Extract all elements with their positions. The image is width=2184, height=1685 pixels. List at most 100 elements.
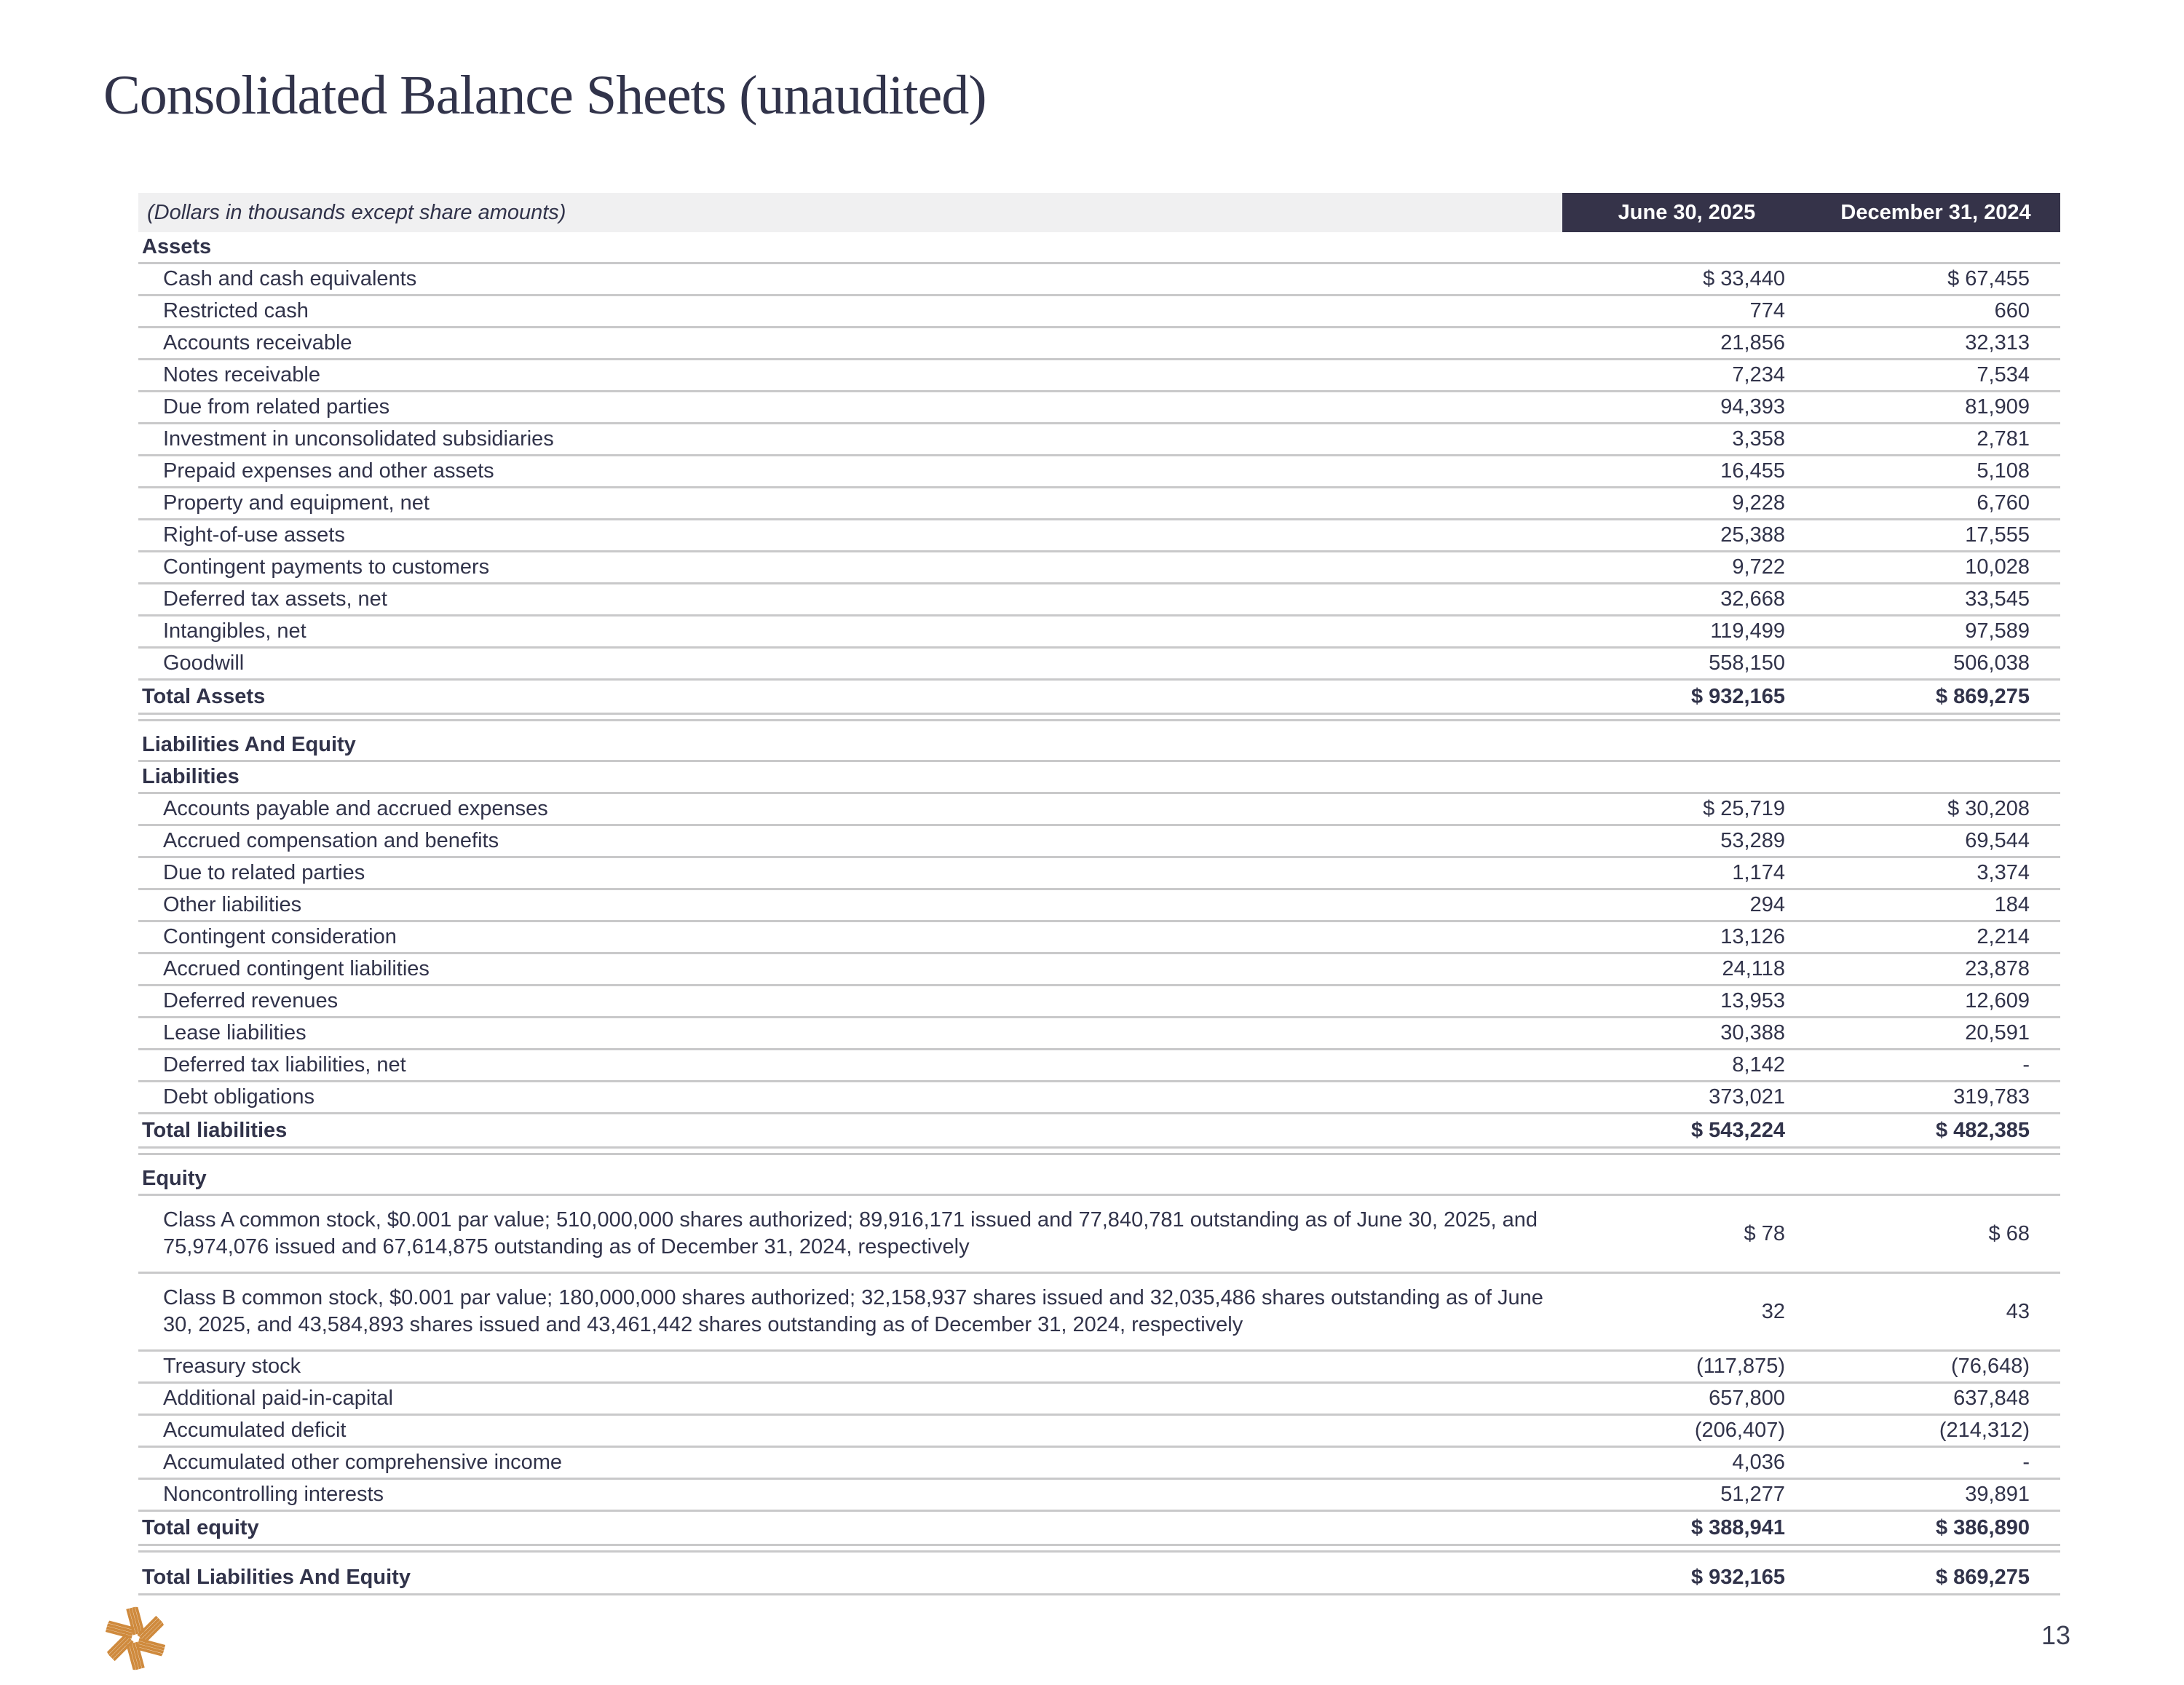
value-june-30-2025: $ 543,224 bbox=[1690, 1118, 1785, 1142]
table-row: Debt obligations 373,021 319,783 bbox=[138, 1082, 2060, 1114]
value-june-30-2025: 774 bbox=[1749, 299, 1785, 322]
table-row: Notes receivable 7,234 7,534 bbox=[138, 360, 2060, 392]
table-row: Lease liabilities 30,388 20,591 bbox=[138, 1018, 2060, 1050]
value-june-30-2025: 21,856 bbox=[1720, 331, 1785, 354]
value-december-31-2024: 33,545 bbox=[1965, 587, 2030, 611]
row-label: Goodwill bbox=[163, 651, 245, 675]
row-label: Debt obligations bbox=[163, 1085, 314, 1109]
value-december-31-2024: 10,028 bbox=[1965, 555, 2030, 579]
value-december-31-2024: $ 869,275 bbox=[1935, 1565, 2030, 1589]
value-june-30-2025: 1,174 bbox=[1732, 861, 1785, 884]
page-title: Consolidated Balance Sheets (unaudited) bbox=[103, 65, 987, 126]
row-label: Accrued contingent liabilities bbox=[163, 957, 430, 980]
value-december-31-2024: 69,544 bbox=[1965, 829, 2030, 852]
value-december-31-2024: $ 386,890 bbox=[1935, 1515, 2030, 1539]
value-june-30-2025: 9,228 bbox=[1732, 491, 1785, 515]
balance-sheet-table: (Dollars in thousands except share amoun… bbox=[138, 193, 2060, 1595]
value-december-31-2024: 23,878 bbox=[1965, 957, 2030, 980]
column-header-band: June 30, 2025 December 31, 2024 bbox=[1562, 193, 2060, 232]
value-june-30-2025: 558,150 bbox=[1709, 651, 1785, 675]
table-row: Deferred tax liabilities, net 8,142 - bbox=[138, 1050, 2060, 1082]
row-label: Contingent consideration bbox=[163, 925, 397, 948]
table-row: Deferred tax assets, net 32,668 33,545 bbox=[138, 584, 2060, 616]
table-row: Total equity $ 388,941 $ 386,890 bbox=[138, 1512, 2060, 1546]
row-label: Accounts payable and accrued expenses bbox=[163, 797, 548, 820]
table-row: Restricted cash 774 660 bbox=[138, 296, 2060, 328]
value-december-31-2024: (214,312) bbox=[1939, 1419, 2030, 1442]
table-row: Total Assets $ 932,165 $ 869,275 bbox=[138, 681, 2060, 715]
table-row: Equity bbox=[138, 1164, 2060, 1196]
table-row: Intangibles, net 119,499 97,589 bbox=[138, 616, 2060, 649]
table-row: Total Liabilities And Equity $ 932,165 $ 8… bbox=[138, 1561, 2060, 1595]
value-june-30-2025: 24,118 bbox=[1722, 957, 1785, 980]
value-june-30-2025: 294 bbox=[1749, 893, 1785, 916]
table-row: Accounts receivable 21,856 32,313 bbox=[138, 328, 2060, 360]
value-june-30-2025: 3,358 bbox=[1732, 427, 1785, 451]
row-label: Total Liabilities And Equity bbox=[142, 1565, 411, 1589]
value-december-31-2024: 506,038 bbox=[1953, 651, 2030, 675]
value-december-31-2024: 12,609 bbox=[1965, 989, 2030, 1012]
value-june-30-2025: 9,722 bbox=[1732, 555, 1785, 579]
row-label: Liabilities And Equity bbox=[142, 733, 356, 756]
value-june-30-2025: 94,393 bbox=[1720, 395, 1785, 419]
row-label: Accumulated deficit bbox=[163, 1419, 347, 1442]
row-label: Accumulated other comprehensive income bbox=[163, 1451, 563, 1474]
table-row: Investment in unconsolidated subsidiarie… bbox=[138, 424, 2060, 456]
value-june-30-2025: 8,142 bbox=[1732, 1053, 1785, 1077]
row-label: Other liabilities bbox=[163, 893, 302, 916]
table-header: (Dollars in thousands except share amoun… bbox=[138, 193, 2060, 232]
value-june-30-2025: 7,234 bbox=[1732, 363, 1785, 386]
value-december-31-2024: $ 869,275 bbox=[1935, 684, 2030, 708]
value-june-30-2025: 119,499 bbox=[1710, 619, 1785, 643]
table-row: Total liabilities $ 543,224 $ 482,385 bbox=[138, 1114, 2060, 1149]
value-june-30-2025: 373,021 bbox=[1709, 1085, 1785, 1109]
row-label: Additional paid-in-capital bbox=[163, 1387, 393, 1410]
row-label: Due from related parties bbox=[163, 395, 390, 419]
row-label: Cash and cash equivalents bbox=[163, 267, 417, 290]
value-december-31-2024: 32,313 bbox=[1965, 331, 2030, 354]
value-december-31-2024: 6,760 bbox=[1977, 491, 2030, 515]
value-december-31-2024: 20,591 bbox=[1965, 1021, 2030, 1044]
table-row: Accrued compensation and benefits 53,289 6… bbox=[138, 826, 2060, 858]
row-label: Right-of-use assets bbox=[163, 523, 345, 547]
value-december-31-2024: 39,891 bbox=[1965, 1483, 2030, 1506]
value-june-30-2025: $ 932,165 bbox=[1690, 1565, 1785, 1589]
table-row: Accrued contingent liabilities 24,118 23,8… bbox=[138, 954, 2060, 986]
table-row: Deferred revenues 13,953 12,609 bbox=[138, 986, 2060, 1018]
table-row: Treasury stock (117,875) (76,648) bbox=[138, 1352, 2060, 1384]
value-december-31-2024: 319,783 bbox=[1953, 1085, 2030, 1109]
table-row: Contingent consideration 13,126 2,214 bbox=[138, 922, 2060, 954]
row-label: Notes receivable bbox=[163, 363, 320, 386]
table-row: Due from related parties 94,393 81,909 bbox=[138, 392, 2060, 424]
value-december-31-2024: 5,108 bbox=[1977, 459, 2030, 483]
value-december-31-2024: - bbox=[2022, 1053, 2030, 1077]
table-rows: Assets Cash and cash equivalents $ 33,440 $… bbox=[138, 232, 2060, 1595]
units-note: (Dollars in thousands except share amoun… bbox=[138, 193, 1562, 232]
table-row: Cash and cash equivalents $ 33,440 $ 67,45… bbox=[138, 264, 2060, 296]
row-label: Intangibles, net bbox=[163, 619, 306, 643]
row-label: Lease liabilities bbox=[163, 1021, 306, 1044]
value-june-30-2025: $ 78 bbox=[1744, 1221, 1785, 1245]
page-number: 13 bbox=[2041, 1620, 2071, 1650]
value-december-31-2024: 184 bbox=[1994, 893, 2030, 916]
row-label: Total Assets bbox=[142, 684, 266, 708]
row-label: Deferred revenues bbox=[163, 989, 339, 1012]
double-rule bbox=[138, 715, 2060, 721]
value-june-30-2025: 4,036 bbox=[1732, 1451, 1785, 1474]
value-december-31-2024: 43 bbox=[2006, 1299, 2030, 1323]
value-june-30-2025: $ 25,719 bbox=[1703, 797, 1785, 820]
table-row: Accumulated other comprehensive income 4,… bbox=[138, 1448, 2060, 1480]
value-december-31-2024: 2,214 bbox=[1977, 925, 2030, 948]
value-december-31-2024: 637,848 bbox=[1953, 1387, 2030, 1410]
row-label: Investment in unconsolidated subsidiarie… bbox=[163, 427, 554, 451]
value-december-31-2024: 81,909 bbox=[1965, 395, 2030, 419]
value-june-30-2025: 30,388 bbox=[1720, 1021, 1785, 1044]
value-june-30-2025: 25,388 bbox=[1720, 523, 1785, 547]
table-row: Noncontrolling interests 51,277 39,891 bbox=[138, 1480, 2060, 1512]
row-label: Restricted cash bbox=[163, 299, 309, 322]
column-header-june-30-2025: June 30, 2025 bbox=[1618, 200, 1756, 224]
row-label: Accrued compensation and benefits bbox=[163, 829, 499, 852]
table-row: Class A common stock, $0.001 par value; … bbox=[138, 1196, 2060, 1274]
row-label: Deferred tax liabilities, net bbox=[163, 1053, 406, 1077]
